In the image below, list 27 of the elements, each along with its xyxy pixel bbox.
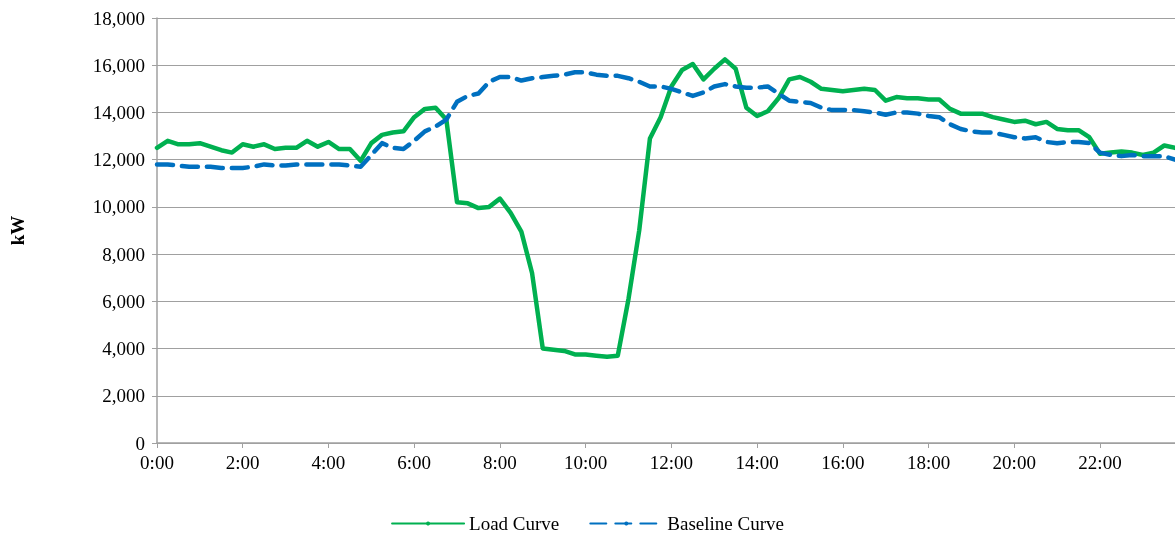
x-tick-label: 0:00 (140, 452, 174, 473)
x-tick-label: 16:00 (821, 452, 865, 473)
y-tick-label: 14,000 (92, 101, 145, 123)
y-tick-label: 16,000 (92, 54, 145, 76)
x-tick-label: 12:00 (649, 452, 693, 473)
legend-label: Baseline Curve (667, 513, 784, 534)
y-tick-label: 12,000 (92, 149, 145, 171)
y-axis-title: kW (7, 215, 28, 246)
x-tick-label: 6:00 (397, 452, 432, 473)
x-tick-label: 10:00 (563, 452, 608, 473)
line-series (154, 57, 1175, 360)
x-tick-label: 2:00 (225, 452, 260, 473)
y-tick-label: 4,000 (102, 338, 145, 360)
x-tick-label: 18:00 (906, 452, 951, 473)
legend-label: Load Curve (469, 513, 560, 534)
y-tick-label: 2,000 (102, 385, 145, 407)
x-tick-label: 22:00 (1078, 452, 1122, 473)
y-tick-label: 10,000 (92, 196, 145, 218)
y-tick-label: 18,000 (92, 7, 145, 29)
y-tick-label: 6,000 (102, 290, 145, 312)
y-tick-label: 0 (135, 432, 145, 454)
line-series (154, 70, 1175, 171)
x-tick-label: 8:00 (483, 452, 517, 473)
y-tick-label: 8,000 (102, 243, 145, 265)
x-tick-label: 20:00 (992, 452, 1036, 473)
x-tick-label: 4:00 (311, 452, 346, 473)
x-tick-label: 14:00 (735, 452, 779, 473)
